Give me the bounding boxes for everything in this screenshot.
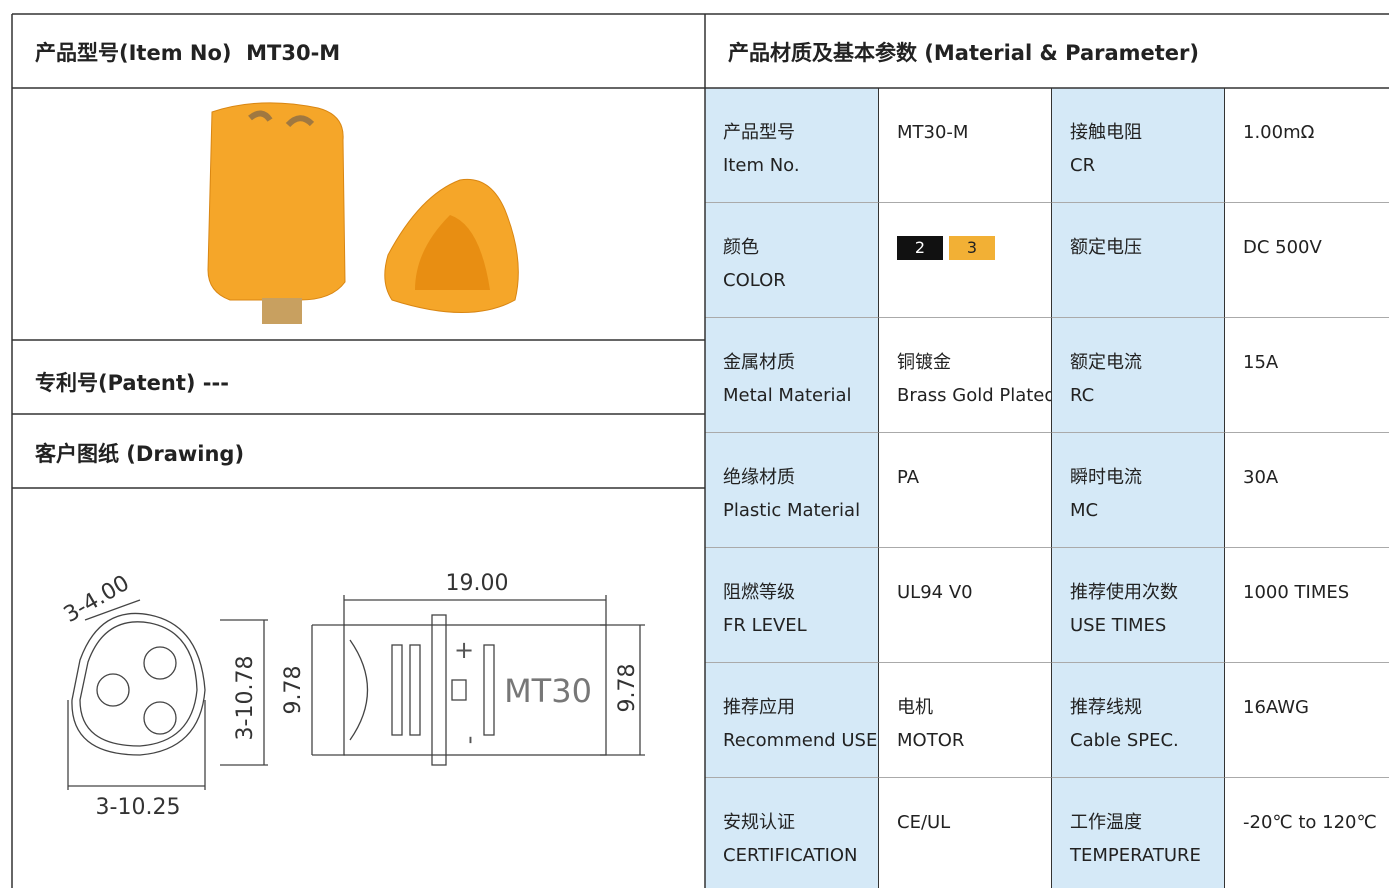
table-cell: 产品型号 Item No.: [705, 88, 878, 203]
cell-label: 推荐线规: [1070, 697, 1142, 718]
table-cell: 1000 TIMES: [1224, 548, 1389, 663]
cell-label: CERTIFICATION: [723, 845, 858, 866]
dimension-label: +: [454, 636, 474, 664]
table-cell: 接触电阻 CR: [1051, 88, 1224, 203]
cell-label: 额定电流: [1070, 352, 1142, 373]
table-cell: 瞬时电流 MC: [1051, 433, 1224, 548]
table-cell: 电机 MOTOR: [878, 663, 1051, 778]
cell-value: -20℃ to 120℃: [1243, 812, 1377, 833]
cell-label: FR LEVEL: [723, 615, 807, 636]
cell-label: TEMPERATURE: [1070, 845, 1201, 866]
cell-label: Item No.: [723, 155, 800, 176]
cell-label: 瞬时电流: [1070, 467, 1142, 488]
table-cell: 推荐使用次数 USE TIMES: [1051, 548, 1224, 663]
cell-value: DC 500V: [1243, 237, 1322, 258]
cell-label: 接触电阻: [1070, 122, 1142, 143]
dimension-label: 9.78: [281, 666, 306, 715]
table-cell: CE/UL: [878, 778, 1051, 888]
cell-label: COLOR: [723, 270, 786, 291]
table-cell: 推荐线规 Cable SPEC.: [1051, 663, 1224, 778]
drawing-title: 客户图纸 (Drawing): [35, 442, 245, 466]
cell-value: 铜镀金: [897, 352, 951, 373]
cell-label: 金属材质: [723, 352, 795, 373]
table-cell: 30A: [1224, 433, 1389, 548]
color-swatch: 3: [949, 236, 995, 260]
table-cell: 额定电压: [1051, 203, 1224, 318]
cell-label: USE TIMES: [1070, 615, 1167, 636]
dimension-label: 3-4.00: [60, 571, 134, 628]
item-header: 产品型号(Item No) MT30-M: [35, 37, 340, 67]
parameter-title: 产品材质及基本参数 (Material & Parameter): [728, 41, 1200, 65]
cell-label: 工作温度: [1070, 812, 1142, 833]
dimension-label: 19.00: [446, 571, 509, 596]
cell-label: 安规认证: [723, 812, 795, 833]
cell-value: 15A: [1243, 352, 1279, 373]
cell-label: Cable SPEC.: [1070, 730, 1179, 751]
table-cell: 颜色 COLOR: [705, 203, 878, 318]
cell-value: 1.00mΩ: [1243, 122, 1315, 143]
table-cell: 推荐应用 Recommend USE: [705, 663, 878, 778]
technical-drawing: [67, 595, 645, 790]
table-cell: 1.00mΩ: [1224, 88, 1389, 203]
dimension-label: 3-10.78: [233, 656, 258, 741]
cell-label: Recommend USE: [723, 730, 878, 751]
cell-value: MT30-M: [897, 122, 969, 143]
cell-label: 产品型号: [723, 122, 795, 143]
table-cell: 16AWG: [1224, 663, 1389, 778]
cell-label: 推荐应用: [723, 697, 795, 718]
table-cell: MT30-M: [878, 88, 1051, 203]
cell-value: CE/UL: [897, 812, 951, 833]
dimension-label: MT30: [504, 672, 592, 710]
table-cell: 安规认证 CERTIFICATION: [705, 778, 878, 888]
dimension-label: 9.78: [615, 664, 640, 713]
dimension-label: -: [458, 736, 486, 745]
table-cell: 工作温度 TEMPERATURE: [1051, 778, 1224, 888]
table-cell: 金属材质 Metal Material: [705, 318, 878, 433]
patent: 专利号(Patent) ---: [35, 367, 229, 397]
cell-value: PA: [897, 467, 920, 488]
product-photo: [207, 102, 519, 324]
table-cell: -20℃ to 120℃: [1224, 778, 1389, 888]
cell-label: MC: [1070, 500, 1099, 521]
table-cell: DC 500V: [1224, 203, 1389, 318]
patent-label: 专利号(Patent): [35, 371, 196, 395]
table-cell: 额定电流 RC: [1051, 318, 1224, 433]
cell-label: 阻燃等级: [723, 582, 795, 603]
cell-label: Plastic Material: [723, 500, 861, 521]
item-label: 产品型号(Item No): [35, 41, 232, 65]
cell-label: CR: [1070, 155, 1096, 176]
table-cell: PA: [878, 433, 1051, 548]
cell-label: 推荐使用次数: [1070, 582, 1178, 603]
parameter-table: 产品型号 Item No. MT30-M 接触电阻 CR 1.00mΩ 颜色 COLOR 2 3 额…: [705, 88, 1389, 888]
table-cell: 铜镀金 Brass Gold Plated: [878, 318, 1051, 433]
cell-label: Metal Material: [723, 385, 852, 406]
color-swatch: 2: [897, 236, 943, 260]
patent-value: ---: [202, 371, 229, 395]
table-cell: 15A: [1224, 318, 1389, 433]
cell-label: 绝缘材质: [723, 467, 795, 488]
cell-value: UL94 V0: [897, 582, 973, 603]
table-cell: 绝缘材质 Plastic Material: [705, 433, 878, 548]
cell-label: 额定电压: [1070, 237, 1142, 258]
dimension-label: 3-10.25: [96, 795, 181, 820]
cell-value: MOTOR: [897, 730, 965, 751]
cell-value: 电机: [897, 697, 933, 718]
table-cell: UL94 V0: [878, 548, 1051, 663]
cell-value: 30A: [1243, 467, 1279, 488]
item-value: MT30-M: [246, 41, 341, 65]
cell-value: 1000 TIMES: [1243, 582, 1350, 603]
cell-label: RC: [1070, 385, 1095, 406]
cell-label: 颜色: [723, 237, 759, 258]
table-cell: 阻燃等级 FR LEVEL: [705, 548, 878, 663]
cell-value: Brass Gold Plated: [897, 385, 1051, 406]
cell-value: 16AWG: [1243, 697, 1309, 718]
